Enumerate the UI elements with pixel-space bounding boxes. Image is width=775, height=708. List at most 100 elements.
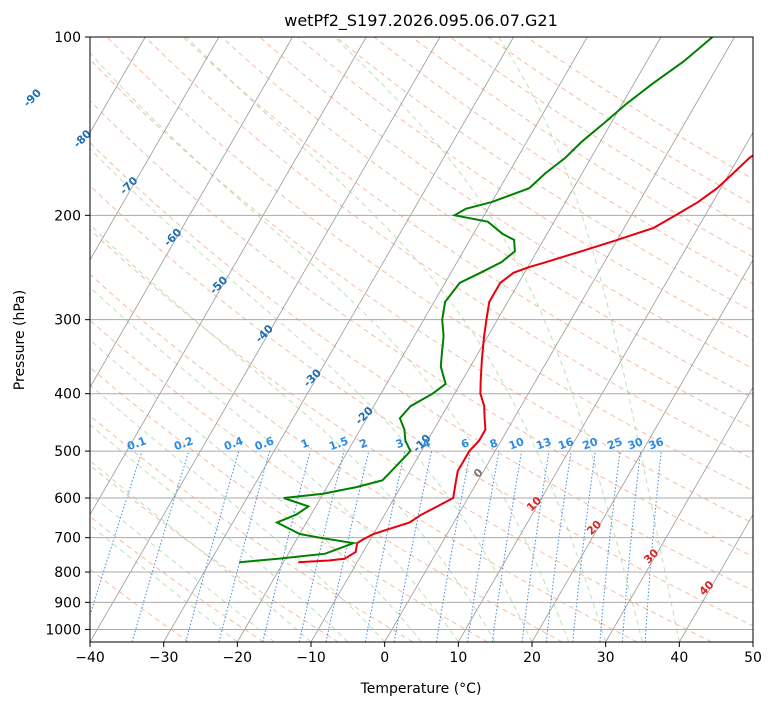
isotherm-line (90, 37, 441, 642)
mixing-ratio-label: 1 (299, 436, 311, 451)
mixing-ratio-label: 30 (626, 435, 645, 453)
mixing-ratio-line (185, 450, 240, 642)
mixing-ratio-label: 36 (647, 435, 666, 453)
isotherm-line (310, 37, 662, 642)
mixing-ratio-label: 2 (358, 436, 370, 451)
mixing-ratio-line (491, 451, 523, 642)
isotherm-line (236, 37, 588, 642)
warm-isotherm-label: 10 (524, 494, 544, 514)
x-axis-label: Temperature (°C) (360, 681, 482, 697)
dry-adiabat (106, 37, 753, 492)
mixing-ratio-label: 0.2 (172, 434, 195, 453)
mixing-ratio-line (325, 450, 370, 642)
isotherm-line (605, 386, 753, 642)
mixing-ratio-line (393, 450, 433, 642)
moist-adiabat (333, 37, 643, 642)
dry-adiabat (373, 37, 753, 285)
mixing-ratio-line (364, 450, 406, 642)
chart-title: wetPf2_S197.2026.095.06.07.G21 (284, 11, 558, 31)
mixing-ratio-label: 25 (605, 435, 624, 452)
mixing-ratio-line (572, 451, 596, 642)
isotherm-line (384, 37, 735, 642)
isotherm-label: -90 (21, 86, 44, 109)
moist-adiabat (90, 493, 275, 642)
dry-adiabat (90, 58, 753, 524)
isotherm-line (90, 37, 293, 389)
y-tick-label: 100 (54, 30, 81, 46)
warm-isotherm-label: 30 (641, 546, 661, 566)
y-tick-label: 1000 (45, 622, 81, 638)
dry-adiabat (259, 37, 753, 370)
mixing-ratio-line (467, 451, 500, 642)
isotherm-line (163, 37, 514, 642)
x-tick-label: −40 (75, 650, 105, 666)
isotherm-line (90, 37, 220, 261)
mixing-ratio-label: 10 (507, 435, 526, 453)
y-tick-label: 300 (54, 313, 81, 329)
mixing-ratio-label: 1.5 (327, 434, 350, 453)
moist-adiabat (90, 147, 533, 642)
warm-isotherm-label: 40 (697, 578, 717, 598)
mixing-ratio-label: 20 (581, 435, 600, 453)
isotherm-line (90, 37, 367, 516)
mixing-ratio-line (90, 450, 143, 617)
plot-frame (89, 36, 754, 643)
x-tick-label: 10 (449, 650, 467, 666)
mixing-ratio-line (298, 450, 345, 642)
warm-isotherm-label: 0 (471, 466, 486, 481)
mixing-ratio-line (131, 450, 190, 642)
moist-adiabat (90, 384, 386, 642)
x-tick-label: 50 (744, 650, 762, 666)
moist-adiabat (186, 37, 607, 642)
mixing-ratio-label: 8 (488, 436, 500, 451)
series-group (239, 37, 753, 564)
x-tick-label: −30 (149, 650, 179, 666)
y-tick-label: 200 (54, 208, 81, 224)
isotherm-line (531, 259, 753, 642)
isotherm-line (0, 37, 72, 642)
warm-isotherm-label: 20 (584, 517, 604, 537)
mixing-ratio-label: 0.1 (125, 434, 148, 453)
dry-adiabat (90, 273, 638, 642)
dry-adiabat (90, 366, 488, 642)
x-tick-label: 20 (523, 650, 541, 666)
mixing-ratio-line (435, 451, 471, 642)
mixing-ratio-label: 16 (557, 435, 576, 453)
x-tick-label: 40 (670, 650, 688, 666)
moist-adiabat (90, 524, 238, 642)
mixing-ratio-line (545, 451, 572, 642)
dry-adiabat (90, 142, 753, 592)
background-lines (90, 37, 753, 642)
isotherm-line (457, 131, 753, 642)
grid (0, 37, 753, 642)
dry-adiabat (411, 37, 753, 258)
y-tick-label: 500 (54, 444, 81, 460)
moist-adiabat (90, 424, 349, 642)
mixing-ratio-label: 13 (534, 435, 553, 452)
y-tick-label: 800 (54, 565, 81, 581)
mixing-ratio-line (218, 450, 271, 642)
moist-adiabat (90, 339, 422, 642)
dry-adiabat (90, 415, 414, 642)
temperature-line (298, 154, 753, 564)
dry-adiabat (221, 37, 753, 399)
dry-adiabat (90, 228, 712, 642)
mixing-ratio-label: 6 (459, 436, 471, 451)
dry-adiabat (182, 37, 753, 429)
mixing-ratio-line (262, 450, 311, 642)
mixing-ratio-label: 0.6 (253, 434, 276, 453)
y-tick-label: 700 (54, 531, 81, 547)
x-tick-label: −10 (296, 650, 326, 666)
y-tick-label: 900 (54, 595, 81, 611)
mixing-ratio-line (621, 451, 641, 642)
dry-adiabat (90, 568, 190, 642)
mixing-ratio-label: 0.4 (222, 434, 245, 453)
dry-adiabat (90, 515, 264, 642)
y-axis-label: Pressure (hPa) (12, 290, 28, 390)
dry-adiabat (90, 319, 563, 642)
moist-adiabat (90, 286, 459, 642)
dewpoint-line (239, 37, 714, 564)
dry-adiabat (335, 37, 753, 313)
dry-adiabat (90, 99, 753, 558)
